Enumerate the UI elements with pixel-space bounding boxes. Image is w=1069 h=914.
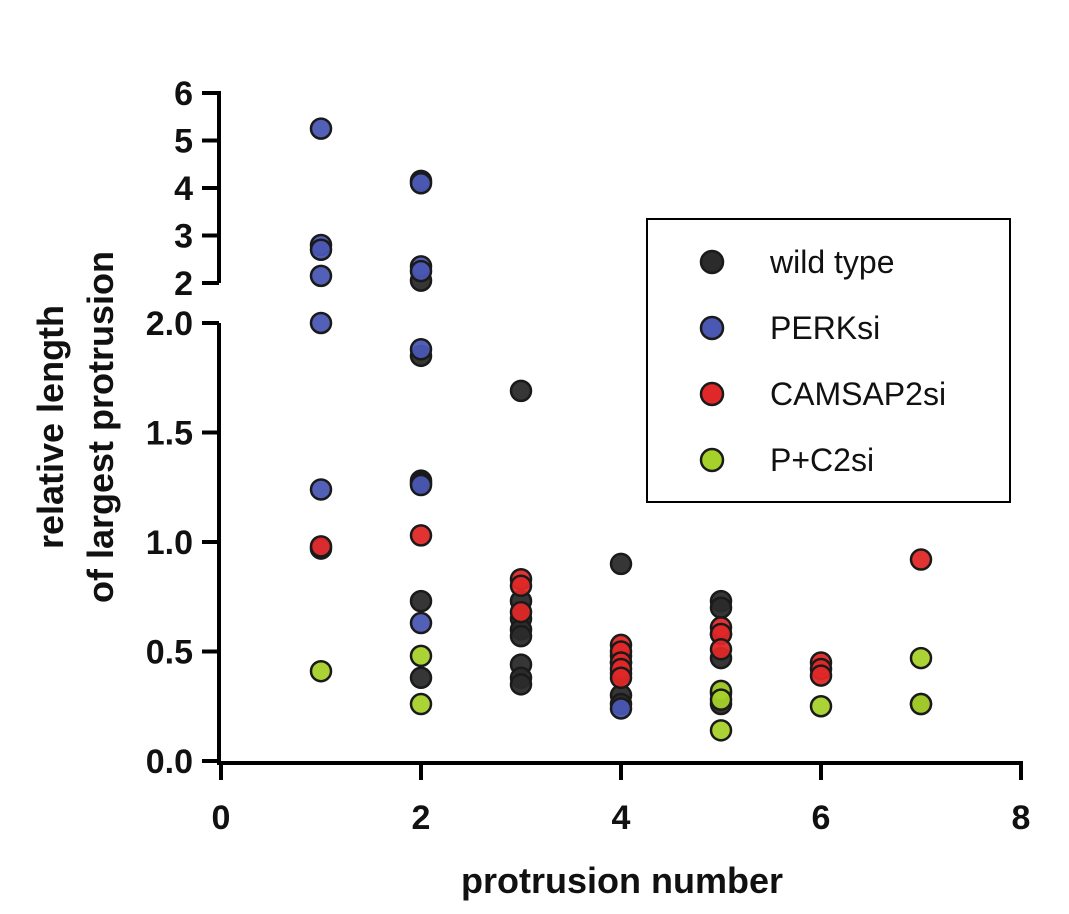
legend-marker-p-c2si xyxy=(699,447,725,473)
x-tick-label: 6 xyxy=(812,799,831,837)
y-tick-label-lower: 2.0 xyxy=(146,305,193,343)
y-tick-label-lower: 1.5 xyxy=(146,415,193,453)
point-p-c2si xyxy=(809,695,833,718)
point-p-c2si xyxy=(309,659,333,683)
point-perksi xyxy=(309,117,333,140)
y-axis-title-line: of largest protrusion xyxy=(80,251,121,603)
data-points xyxy=(309,117,933,742)
point-perksi xyxy=(609,697,633,720)
point-perksi xyxy=(409,473,433,497)
point-perksi xyxy=(409,611,433,635)
legend-label-camsap2si: CAMSAP2si xyxy=(770,376,946,412)
point-p-c2si xyxy=(409,644,433,668)
point-wild-type xyxy=(509,673,533,696)
y-axis-title-line: relative length xyxy=(30,305,71,549)
point-p-c2si xyxy=(709,719,733,742)
legend-label-wild-type: wild type xyxy=(769,244,895,280)
point-p-c2si xyxy=(909,692,933,716)
x-tick-label: 8 xyxy=(1012,799,1031,837)
point-camsap2si xyxy=(709,638,733,661)
point-perksi xyxy=(309,478,333,501)
legend-marker-perksi xyxy=(699,315,725,341)
legend-marker-camsap2si xyxy=(699,381,725,407)
y-tick-label-lower: 0.5 xyxy=(146,634,193,672)
point-wild-type xyxy=(709,596,733,619)
axis-titles: protrusion number relative length of large… xyxy=(30,251,783,901)
legend-marker-wild-type xyxy=(699,249,725,275)
legend-label-perksi: PERKsi xyxy=(770,310,880,346)
point-camsap2si xyxy=(509,574,533,598)
point-p-c2si xyxy=(409,692,433,716)
point-perksi xyxy=(309,311,333,335)
point-wild-type xyxy=(409,589,433,613)
point-camsap2si xyxy=(909,548,933,571)
point-wild-type xyxy=(409,666,433,690)
point-wild-type xyxy=(609,552,633,576)
point-camsap2si xyxy=(309,535,333,558)
point-perksi xyxy=(309,238,333,261)
point-p-c2si xyxy=(909,646,933,670)
point-camsap2si xyxy=(409,524,433,547)
y-tick-label-upper: 2 xyxy=(174,265,193,303)
point-perksi xyxy=(309,264,333,288)
y-axis-title: relative length of largest protrusion xyxy=(30,251,121,603)
y-tick-label-upper: 6 xyxy=(174,75,193,113)
point-wild-type xyxy=(509,624,533,648)
point-camsap2si xyxy=(509,600,533,624)
point-camsap2si xyxy=(609,666,633,690)
x-tick-label: 0 xyxy=(212,799,231,837)
y-tick-label-upper: 5 xyxy=(174,123,193,161)
legend-label-p-c2si: P+C2si xyxy=(770,442,874,478)
y-tick-label-upper: 4 xyxy=(174,170,193,208)
y-tick-label-lower: 1.0 xyxy=(146,524,193,562)
point-camsap2si xyxy=(809,664,833,687)
y-tick-label-upper: 3 xyxy=(174,218,193,256)
x-axis-title: protrusion number xyxy=(461,860,783,901)
x-tick-label: 2 xyxy=(412,799,431,837)
point-wild-type xyxy=(509,379,533,403)
point-perksi xyxy=(409,259,433,283)
legend: wild type PERKsi CAMSAP2si P+C2si xyxy=(646,218,1011,503)
x-tick-label: 4 xyxy=(612,799,631,837)
point-p-c2si xyxy=(709,688,733,711)
point-perksi xyxy=(409,172,433,195)
y-tick-label-lower: 0.0 xyxy=(146,743,193,781)
point-perksi xyxy=(409,338,433,361)
